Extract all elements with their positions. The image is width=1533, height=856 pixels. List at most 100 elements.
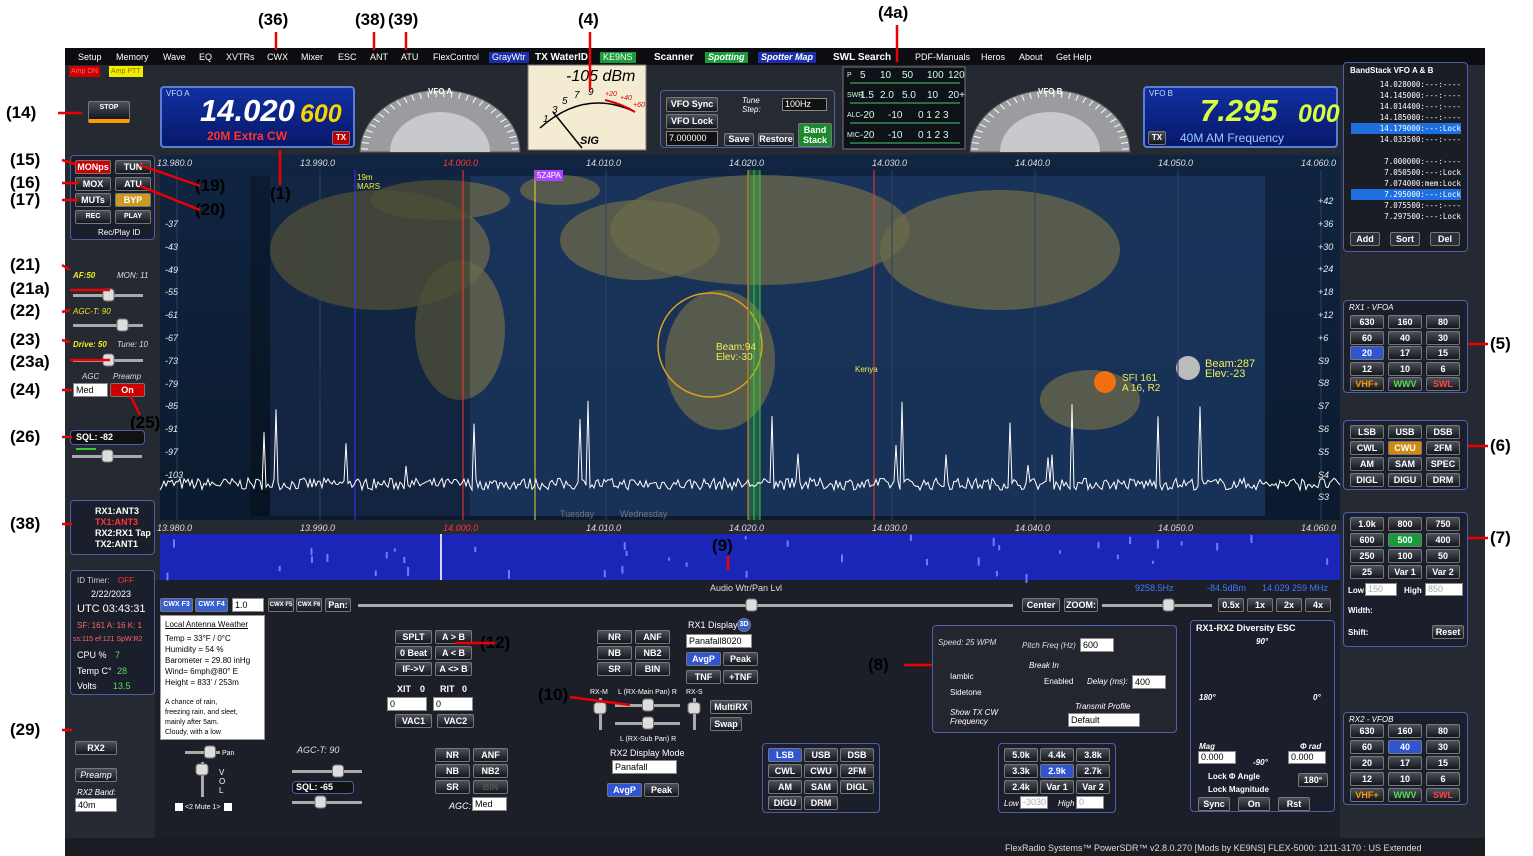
button[interactable]: 40 xyxy=(1388,740,1422,754)
button[interactable]: CWX F5 xyxy=(268,598,294,612)
button[interactable]: 10 xyxy=(1388,362,1422,376)
button[interactable]: Preamp xyxy=(75,768,117,782)
bandstack-entry[interactable]: 7.074000:mem:Lock xyxy=(1351,178,1461,189)
input-field[interactable]: 400 xyxy=(1132,675,1166,689)
button[interactable]: NR xyxy=(597,630,632,644)
input-field[interactable]: 150 xyxy=(1365,583,1397,596)
button[interactable]: 1.0k xyxy=(1350,517,1384,531)
button[interactable]: DIGL xyxy=(1350,473,1384,487)
button[interactable]: Var 2 xyxy=(1076,780,1110,794)
button[interactable]: 630 xyxy=(1350,315,1384,329)
button[interactable]: 40 xyxy=(1388,331,1422,345)
input-field[interactable]: 600 xyxy=(1080,638,1114,652)
menu-item[interactable]: ESC xyxy=(335,52,360,63)
input-field[interactable]: 0 xyxy=(433,697,473,711)
button[interactable]: MOX xyxy=(75,177,111,191)
button[interactable]: A > B xyxy=(435,630,472,644)
button[interactable]: 3.3k xyxy=(1004,764,1038,778)
button[interactable]: BYP xyxy=(115,193,151,207)
button[interactable]: VFO Sync xyxy=(666,97,718,112)
button[interactable]: 12 xyxy=(1350,772,1384,786)
button[interactable]: 17 xyxy=(1388,756,1422,770)
button[interactable]: 500 xyxy=(1388,533,1422,547)
button[interactable]: 4.4k xyxy=(1040,748,1074,762)
button[interactable]: 60 xyxy=(1350,740,1384,754)
menu-item[interactable]: Setup xyxy=(75,52,105,63)
button[interactable]: 30 xyxy=(1426,331,1460,345)
button[interactable]: Rst xyxy=(1278,797,1310,811)
button[interactable]: 50 xyxy=(1426,549,1460,563)
button[interactable]: CWL xyxy=(768,764,802,778)
menu-item[interactable]: FlexControl xyxy=(430,52,482,63)
button[interactable]: 180° xyxy=(1298,773,1328,787)
button[interactable]: 600 xyxy=(1350,533,1384,547)
button[interactable]: 20 xyxy=(1350,756,1384,770)
menu-item[interactable]: ATU xyxy=(398,52,421,63)
button[interactable]: Var 1 xyxy=(1388,565,1422,579)
button[interactable]: 100 xyxy=(1388,549,1422,563)
button[interactable]: USB xyxy=(804,748,838,762)
input-field[interactable]: 0.000 xyxy=(1288,751,1326,764)
button[interactable]: 15 xyxy=(1426,346,1460,360)
button[interactable]: Band Stack xyxy=(798,123,832,147)
bandstack-entry[interactable]: 14.145000:---:---- xyxy=(1351,90,1461,101)
button[interactable]: AvgP xyxy=(686,652,721,666)
button[interactable]: 15 xyxy=(1426,756,1460,770)
menu-item[interactable]: Scanner xyxy=(651,52,696,63)
button[interactable]: MultiRX xyxy=(710,700,752,714)
button[interactable]: TX xyxy=(1148,131,1166,145)
button[interactable]: CWU xyxy=(1388,441,1422,455)
button[interactable]: On xyxy=(110,383,145,397)
button[interactable]: 2FM xyxy=(840,764,874,778)
menu-item[interactable]: PDF-Manuals xyxy=(912,52,973,63)
button[interactable]: Peak xyxy=(644,783,679,797)
button[interactable]: 2.9k xyxy=(1040,764,1074,778)
button[interactable]: 160 xyxy=(1388,724,1422,738)
input-field[interactable]: Med xyxy=(73,383,108,397)
button[interactable]: 2.4k xyxy=(1004,780,1038,794)
button[interactable]: TNF xyxy=(686,670,721,684)
menu-item[interactable]: Memory xyxy=(113,52,152,63)
button[interactable]: 750 xyxy=(1426,517,1460,531)
button[interactable]: 800 xyxy=(1388,517,1422,531)
button[interactable]: DSB xyxy=(840,748,874,762)
button[interactable]: 3.8k xyxy=(1076,748,1110,762)
button[interactable]: 6 xyxy=(1426,362,1460,376)
input-field[interactable]: 40m xyxy=(75,798,117,812)
button[interactable]: MONps xyxy=(75,160,111,174)
menu-item[interactable]: XVTRs xyxy=(223,52,258,63)
button[interactable]: 630 xyxy=(1350,724,1384,738)
button[interactable]: LSB xyxy=(1350,425,1384,439)
menu-item[interactable]: KE9NS xyxy=(600,52,636,63)
menu-item[interactable]: CWX xyxy=(264,52,291,63)
button[interactable]: VHF+ xyxy=(1350,788,1384,802)
button[interactable]: NB2 xyxy=(473,764,508,778)
button[interactable]: ATU xyxy=(115,177,151,191)
button[interactable]: SAM xyxy=(1388,457,1422,471)
button[interactable]: SPEC xyxy=(1426,457,1460,471)
menu-item[interactable]: TX WaterID xyxy=(532,52,591,63)
input-field[interactable]: 100Hz xyxy=(782,98,827,111)
button[interactable]: DIGL xyxy=(840,780,874,794)
menu-item[interactable]: Get Help xyxy=(1053,52,1095,63)
menu-item[interactable]: Wave xyxy=(160,52,189,63)
menu-item[interactable]: GrayWtr xyxy=(489,52,529,63)
button[interactable]: Add xyxy=(1350,232,1380,246)
button[interactable]: Var 2 xyxy=(1426,565,1460,579)
button[interactable]: DRM xyxy=(1426,473,1460,487)
bandstack-entry[interactable]: 14.185000:---:---- xyxy=(1351,112,1461,123)
bandstack-entry[interactable]: 14.014400:---:---- xyxy=(1351,101,1461,112)
button[interactable]: Pan: xyxy=(325,598,351,612)
button[interactable]: VAC1 xyxy=(395,714,432,728)
menu-item[interactable]: ANT xyxy=(367,52,391,63)
button[interactable]: REC xyxy=(75,210,111,224)
bandstack-entry[interactable]: 14.179000:---:Lock xyxy=(1351,123,1461,134)
button[interactable]: VFO Lock xyxy=(666,114,718,129)
button[interactable]: +TNF xyxy=(723,670,758,684)
button[interactable]: NR xyxy=(435,748,470,762)
bandstack-entry[interactable]: 7.000000:---:---- xyxy=(1351,156,1461,167)
bandstack-entry[interactable]: 7.075500:---:---- xyxy=(1351,200,1461,211)
button[interactable]: 0.5x xyxy=(1218,598,1244,612)
button[interactable]: TX xyxy=(332,131,350,145)
button[interactable]: BIN xyxy=(473,780,508,794)
